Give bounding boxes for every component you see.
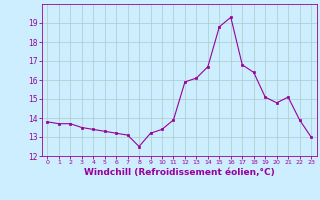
X-axis label: Windchill (Refroidissement éolien,°C): Windchill (Refroidissement éolien,°C) bbox=[84, 168, 275, 177]
